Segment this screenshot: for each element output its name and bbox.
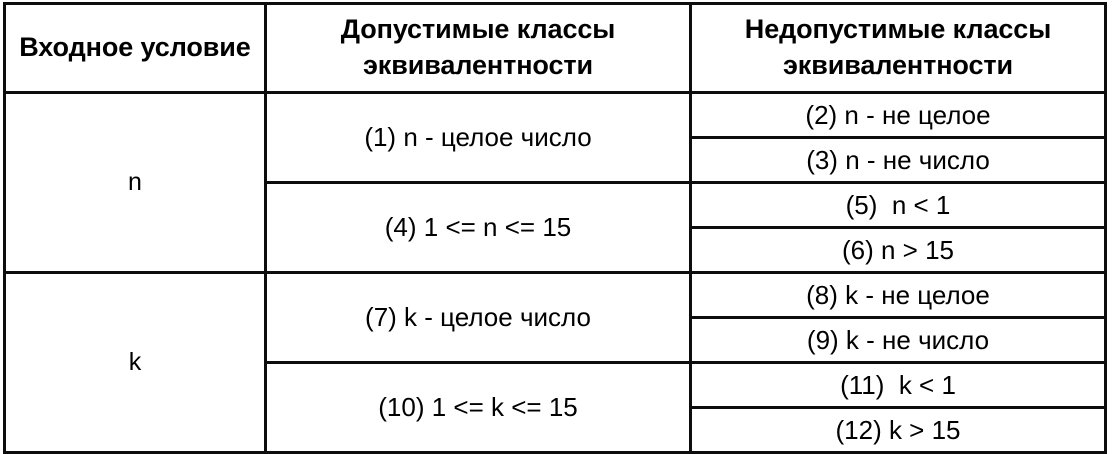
header-invalid-classes-line2: эквивалентности — [782, 50, 1013, 80]
valid-class-cell: (4) 1 <= n <= 15 — [264, 181, 692, 274]
header-valid-classes-line1: Допустимые классы — [340, 14, 616, 45]
invalid-class-cell: (2) n - не целое — [689, 91, 1107, 139]
invalid-class-cell: (8) k - не целое — [689, 271, 1107, 319]
header-invalid-classes-line1: Недопустимые классы — [744, 14, 1052, 45]
table-row: (9) k - не число — [5, 316, 1107, 364]
table-row: k (7) k - целое число (8) k - не целое — [3, 271, 1107, 454]
invalid-class-cell: (6) n > 15 — [689, 226, 1107, 274]
invalid-class-cell: (12) k > 15 — [689, 406, 1107, 454]
invalid-class-cell: (3) n - не число — [689, 136, 1107, 184]
valid-class-cell: (7) k - целое число — [264, 271, 692, 364]
table-row: (4) 1 <= n <= 15 (5) n < 1 — [5, 181, 1107, 274]
variable-cell-k: k — [3, 271, 267, 454]
invalid-class-cell: (5) n < 1 — [689, 181, 1107, 229]
valid-class-cell: (1) n - целое число — [264, 91, 692, 184]
table-row: (6) n > 15 — [5, 226, 1107, 274]
valid-class-cell: (10) 1 <= k <= 15 — [264, 361, 692, 454]
table-header: Входное условие Допустимые классы эквива… — [3, 2, 1107, 94]
table-row: n (1) n - целое число (2) n - не целое — [3, 91, 1107, 274]
header-row: Входное условие Допустимые классы эквива… — [3, 2, 1107, 94]
table-row: (3) n - не число — [5, 136, 1107, 184]
header-valid-classes-line2: эквивалентности — [362, 50, 593, 80]
variable-cell-n: n — [3, 91, 267, 274]
equivalence-classes-table: Входное условие Допустимые классы эквива… — [3, 2, 1107, 454]
header-invalid-classes: Недопустимые классы эквивалентности — [689, 2, 1107, 94]
invalid-class-cell: (9) k - не число — [689, 316, 1107, 364]
table-body: n (1) n - целое число (2) n - не целое (… — [3, 91, 1107, 454]
invalid-class-cell: (11) k < 1 — [689, 361, 1107, 409]
header-input-condition: Входное условие — [3, 2, 267, 94]
header-valid-classes: Допустимые классы эквивалентности — [264, 2, 692, 94]
